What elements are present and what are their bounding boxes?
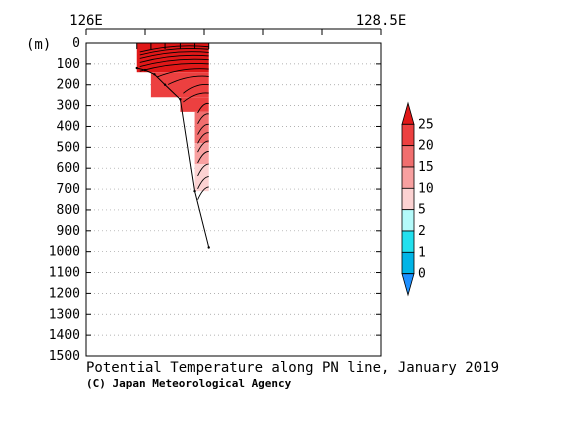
temperature-band <box>180 97 209 112</box>
isotherm-contour <box>197 163 209 177</box>
depth-tick-label: 1200 <box>49 286 80 301</box>
depth-tick-label: 200 <box>57 78 80 93</box>
colorbar-segment <box>401 209 415 232</box>
depth-tick-label: 400 <box>57 119 80 134</box>
bathymetry-point <box>193 189 196 193</box>
bathymetry <box>135 66 210 249</box>
depth-tick-label: 900 <box>57 224 80 239</box>
colorbar-label: 0 <box>418 267 426 282</box>
isotherm-contour <box>183 84 209 94</box>
colorbar-segment-bottom <box>401 273 415 297</box>
isotherm-contour <box>183 92 209 103</box>
isotherm-contour <box>139 62 209 72</box>
bathymetry-point <box>143 68 147 72</box>
bathymetry-point <box>153 73 156 76</box>
depth-tick-label: 1000 <box>49 245 80 260</box>
colorbar-label: 15 <box>418 160 434 175</box>
colorbar-segment <box>401 166 415 189</box>
colorbar-label: 20 <box>418 139 434 154</box>
bathymetry-point <box>135 66 138 70</box>
isotherm-contour <box>139 45 209 53</box>
colorbar-label: 5 <box>418 203 426 218</box>
isotherm-contour <box>139 51 209 59</box>
colorbar-segment <box>401 251 415 275</box>
isotherm-contour <box>139 58 209 68</box>
contour-lines <box>136 43 210 200</box>
credit-text: (C) Japan Meteorological Agency <box>86 377 292 390</box>
temperature-band <box>194 143 209 165</box>
colorbar-label: 2 <box>418 224 426 239</box>
colorbar-segment <box>401 230 415 253</box>
temperature-band <box>136 43 209 73</box>
colorbar-label: 10 <box>418 181 434 196</box>
isotherm-contour <box>197 140 209 153</box>
axes: 126E 128.5E 0 100 200 300 400 500 600 700 800 900 10… <box>49 13 407 364</box>
isotherm-contour <box>157 68 209 78</box>
chart-title: Potential Temperature along PN line, Jan… <box>86 360 499 376</box>
isotherm-contour <box>167 75 209 85</box>
bathymetry-point <box>207 246 210 249</box>
isotherm-contour <box>197 123 209 135</box>
grid-lines <box>86 63 381 336</box>
depth-tick-label: 1400 <box>49 328 80 343</box>
colorbar-segment <box>401 123 415 147</box>
colorbar-segment-top <box>401 101 415 125</box>
depth-tick-label: 1100 <box>49 266 80 281</box>
isotherm-contour <box>197 132 209 144</box>
isotherm-contour <box>139 54 209 63</box>
depth-tick-label: 700 <box>57 182 80 197</box>
isotherm-contour <box>139 47 209 56</box>
depth-tick-label: 800 <box>57 203 80 218</box>
colorbar-label: 25 <box>418 117 434 132</box>
bathymetry-point <box>163 83 167 86</box>
isotherm-contour <box>197 113 209 124</box>
isotherm-contour <box>197 151 209 164</box>
y-axis-unit-label: (m) <box>26 37 51 53</box>
depth-tick-label: 600 <box>57 161 80 176</box>
isotherm-contour <box>197 186 209 200</box>
depth-tick-label: 300 <box>57 99 80 114</box>
temperature-fill <box>136 43 209 192</box>
depth-tick-label: 1500 <box>49 349 80 364</box>
bathymetry-point <box>179 98 182 101</box>
isotherm-contour <box>197 102 209 114</box>
depth-tick-label: 100 <box>57 57 80 72</box>
colorbar-segment <box>401 187 415 211</box>
colorbar-label: 1 <box>418 245 426 260</box>
depth-tick-label: 1300 <box>49 307 80 322</box>
temperature-band <box>194 164 209 192</box>
isotherm-contour <box>197 176 209 190</box>
depth-tick-label: 500 <box>57 140 80 155</box>
plot-frame <box>85 42 382 357</box>
longitude-tick-label: 126E <box>69 13 103 29</box>
colorbar-segment <box>401 145 415 168</box>
depth-tick-label: 0 <box>72 36 80 51</box>
longitude-tick-label: 128.5E <box>356 13 407 29</box>
